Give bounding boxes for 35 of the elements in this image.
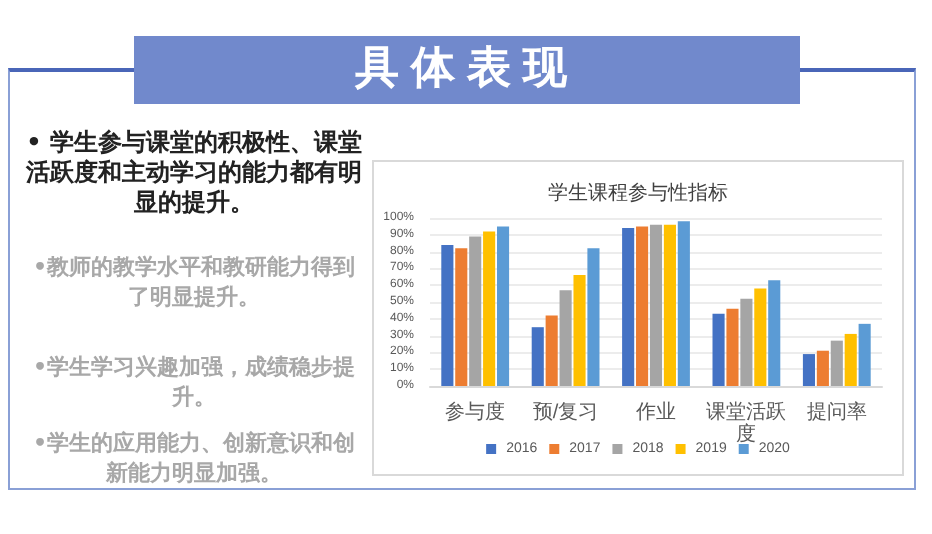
text: •学生学习兴趣加强，成绩稳步提升。 [30,352,358,412]
bar [469,236,482,386]
bar [740,298,753,386]
bar [754,288,767,386]
x-tick-label: 提问率 [806,400,867,424]
bar [677,221,690,386]
bar [573,275,586,386]
bar [844,333,857,386]
bar [587,248,600,386]
bar [559,290,572,386]
text: •教师的教学水平和教研能力得到了明显提升。 [30,252,358,312]
text: 具体表现 [134,36,800,104]
chart-title: 学生课程参与性指标 [548,181,728,205]
bar [441,244,454,386]
x-tick-label: 预/复习 [532,400,599,424]
bar [636,226,649,386]
bar [726,308,739,386]
bar [455,248,468,386]
text: • 学生参与课堂的积极性、课堂活跃度和主动学习的能力都有明显的提升。 [24,128,364,218]
bar [649,224,663,386]
bar [663,224,676,386]
bar [712,313,725,386]
bar [830,340,843,386]
text: •学生的应用能力、创新意识和创新能力明显加强。 [30,428,358,488]
bar [622,228,635,386]
x-tick-label: 作业 [634,400,676,424]
bar [858,323,871,386]
bar [531,327,544,386]
bar [802,354,816,386]
bar [483,231,496,386]
bar [816,350,829,386]
bar [768,280,781,386]
bar [496,226,510,386]
x-tick-label: 参与度 [445,400,506,424]
bar [545,315,558,386]
